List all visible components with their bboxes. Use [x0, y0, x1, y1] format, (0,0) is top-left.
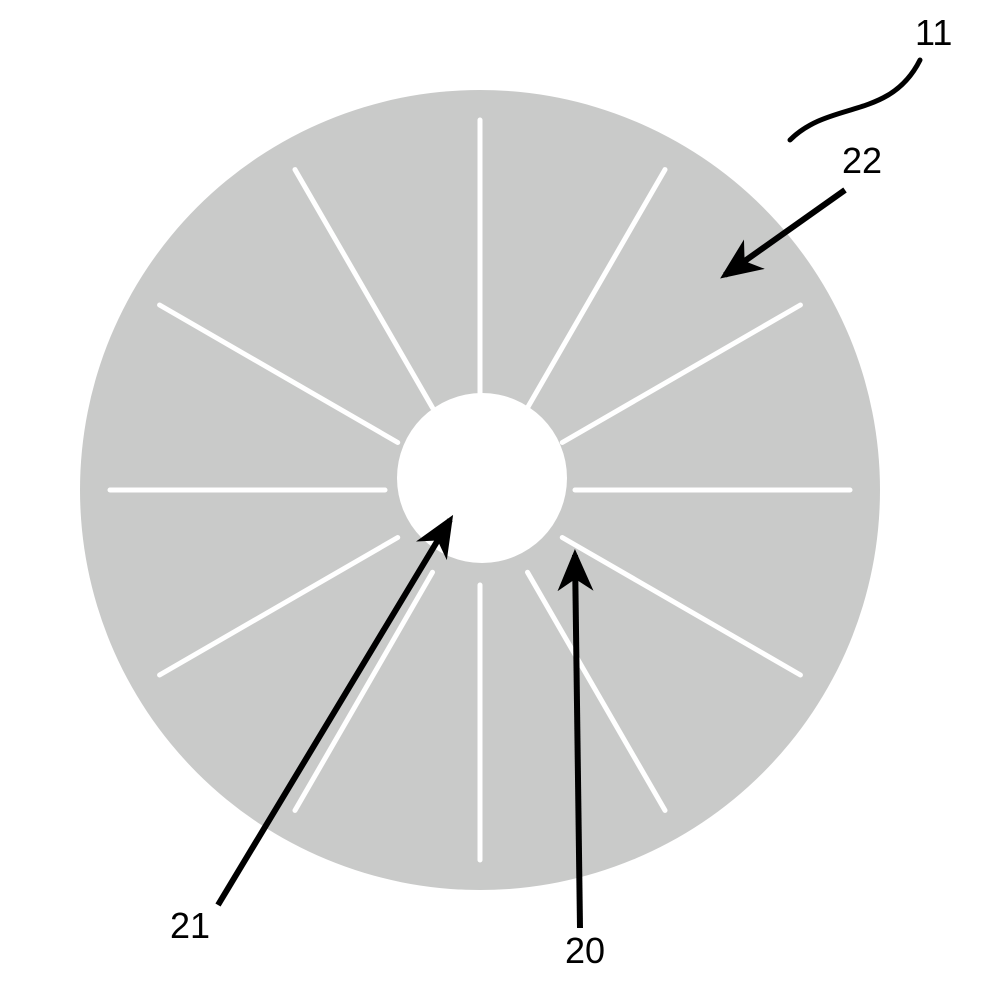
callout-label-11: 11 — [915, 12, 952, 54]
callout-leader-11 — [790, 60, 920, 140]
callout-label-22: 22 — [842, 140, 882, 182]
disk-inner-hole — [397, 393, 567, 563]
callout-label-20: 20 — [565, 930, 605, 972]
diagram-canvas: 11 22 21 20 — [0, 0, 1000, 985]
disk-group — [80, 90, 880, 890]
callout-label-21: 21 — [170, 905, 210, 947]
